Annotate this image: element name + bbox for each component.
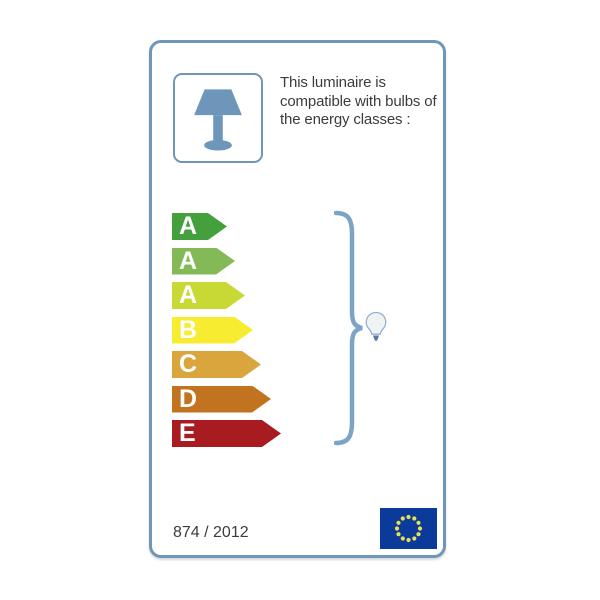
energy-class-arrow-d: D: [172, 386, 271, 413]
compatibility-text: This luminaire is compatible with bulbs …: [280, 74, 452, 130]
table-lamp-icon: [194, 89, 242, 151]
energy-class-scale: A A A B C D E: [172, 213, 281, 447]
energy-label-frame: This luminaire is compatible with bulbs …: [149, 40, 446, 558]
energy-class-letter: A: [179, 246, 198, 275]
energy-class-arrow-a-green: A: [172, 248, 235, 275]
energy-class-arrow-a-dark-green: A: [172, 213, 227, 240]
energy-class-letter: D: [179, 384, 198, 413]
regulation-number: 874 / 2012: [173, 524, 249, 541]
lamp-icon-box: [173, 73, 263, 163]
energy-class-letter: C: [179, 350, 198, 378]
energy-class-arrow-b: B: [172, 317, 253, 344]
compatibility-text-line: compatible with bulbs of: [280, 92, 437, 110]
eu-flag-stars: [394, 514, 423, 543]
energy-class-letter: A: [179, 212, 198, 240]
energy-class-letter: A: [179, 281, 198, 309]
energy-class-letter: B: [179, 315, 198, 344]
light-bulb-icon: [364, 311, 388, 350]
energy-class-arrow-e: E: [172, 420, 281, 447]
compatibility-text-line: the energy classes :: [280, 111, 411, 128]
eu-flag: [380, 508, 437, 549]
energy-class-letter: E: [179, 419, 196, 447]
compatibility-text-line: This luminaire is: [280, 74, 386, 91]
curly-brace-icon: [333, 210, 364, 451]
energy-class-arrow-c: C: [172, 351, 261, 378]
energy-class-arrow-a-yellow-green: A: [172, 282, 245, 309]
